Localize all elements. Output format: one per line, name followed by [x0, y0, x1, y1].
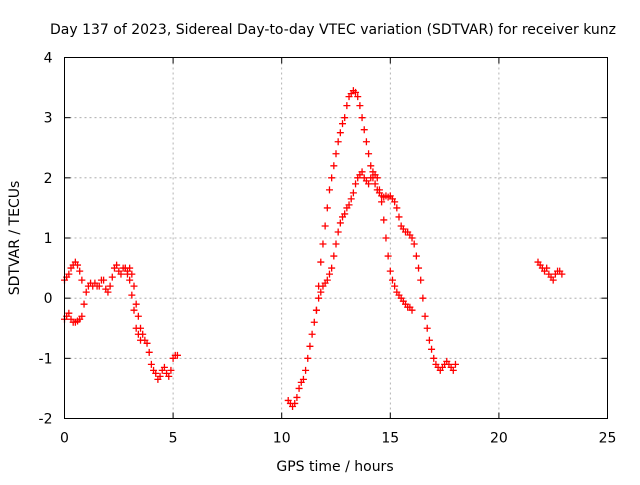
y-tick-label: 0 [44, 291, 53, 307]
grid [64, 57, 608, 419]
x-tick-label: 10 [273, 431, 291, 447]
x-tick-label: 25 [599, 431, 617, 447]
series-segment-4 [284, 168, 416, 410]
x-axis-label: GPS time / hours [276, 459, 393, 475]
y-tick-label: 2 [44, 171, 53, 187]
data-points [61, 87, 566, 410]
plus-markers [121, 264, 145, 344]
y-tick-label: 1 [44, 231, 53, 247]
x-tick-label: 15 [381, 431, 399, 447]
y-tick-label: -1 [39, 351, 53, 367]
series-segment-6 [534, 258, 566, 284]
y-tick-label: -2 [39, 412, 53, 428]
chart-title: Day 137 of 2023, Sidereal Day-to-day VTE… [50, 22, 616, 38]
x-tick-label: 20 [490, 431, 508, 447]
series-segment-5 [312, 87, 459, 374]
series-segment-3 [121, 264, 145, 344]
axis-ticks: 0 5 10 15 20 25 -2 -1 0 1 2 3 4 [39, 51, 617, 447]
plus-markers [312, 87, 459, 374]
plus-markers [534, 258, 566, 284]
y-axis-label: SDTVAR / TECUs [7, 181, 23, 296]
y-tick-label: 4 [44, 51, 53, 67]
x-tick-label: 0 [60, 431, 69, 447]
plus-markers [284, 168, 416, 410]
x-tick-label: 5 [169, 431, 178, 447]
y-tick-label: 3 [44, 111, 53, 127]
